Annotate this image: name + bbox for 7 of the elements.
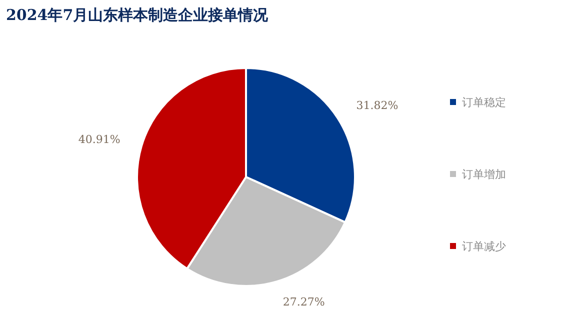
data-label: 40.91% <box>78 132 120 146</box>
chart-title: 2024年7月山东样本制造企业接单情况 <box>6 6 268 25</box>
legend-label: 订单减少 <box>462 239 506 254</box>
data-label: 27.27% <box>282 296 325 309</box>
data-label: 31.82% <box>356 99 398 112</box>
legend-label: 订单增加 <box>462 167 506 182</box>
legend-label: 订单稳定 <box>462 95 506 110</box>
